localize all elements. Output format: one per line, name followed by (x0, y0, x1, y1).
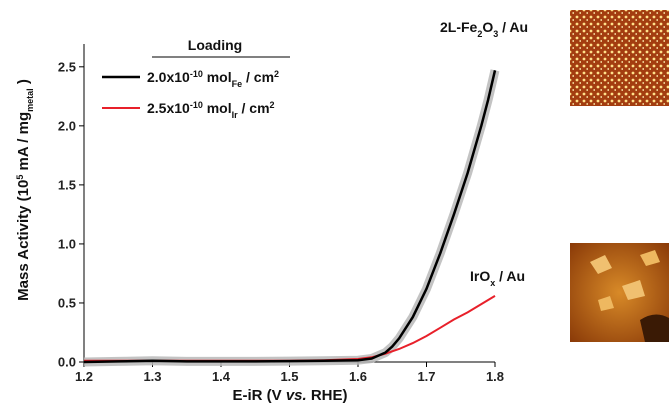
annotation-fe2o3: 2L-Fe2O3 / Au (440, 19, 528, 39)
fe2o3-afm-image (570, 10, 669, 106)
legend-title: Loading (188, 37, 242, 53)
x-tick-label-4: 1.6 (349, 369, 367, 384)
y-tick-label-0: 0.0 (58, 355, 76, 370)
y-tick-label-3: 1.5 (58, 177, 76, 192)
x-tick-label-2: 1.4 (212, 369, 231, 384)
series-layer (83, 69, 500, 367)
y-axis-title: Mass Activity (105 mA / mgmetal ) (15, 79, 35, 301)
x-tick-label-3: 1.5 (280, 369, 298, 384)
legend: Loading 2.0x10-10 molFe / cm2 2.5x10-10 … (102, 37, 290, 120)
y-tick-label-2: 1.0 (58, 236, 76, 251)
series-ir-line (84, 295, 496, 362)
legend-label-fe: 2.0x10-10 molFe / cm2 (147, 69, 279, 89)
axes (83, 44, 495, 363)
y-tick-label-1: 0.5 (58, 295, 76, 310)
legend-label-ir: 2.5x10-10 molIr / cm2 (147, 100, 275, 120)
y-tick-label-5: 2.5 (58, 59, 76, 74)
x-tick-label-1: 1.3 (143, 369, 161, 384)
axis-ticks: 1.2 1.3 1.4 1.5 1.6 1.7 1.8 0.0 0.5 1.0 1.5 2.0 2.5 (58, 59, 504, 384)
y-tick-label-4: 2.0 (58, 118, 76, 133)
x-axis-title: E-iR (V vs. RHE) (232, 387, 347, 404)
x-tick-label-5: 1.7 (417, 369, 435, 384)
series-fe-line (83, 70, 497, 364)
x-tick-label-0: 1.2 (75, 369, 93, 384)
irox-afm-image (570, 243, 669, 342)
annotation-irox: IrOx / Au (470, 268, 525, 288)
series-fe-shadow (83, 69, 500, 367)
x-tick-label-6: 1.8 (486, 369, 504, 384)
